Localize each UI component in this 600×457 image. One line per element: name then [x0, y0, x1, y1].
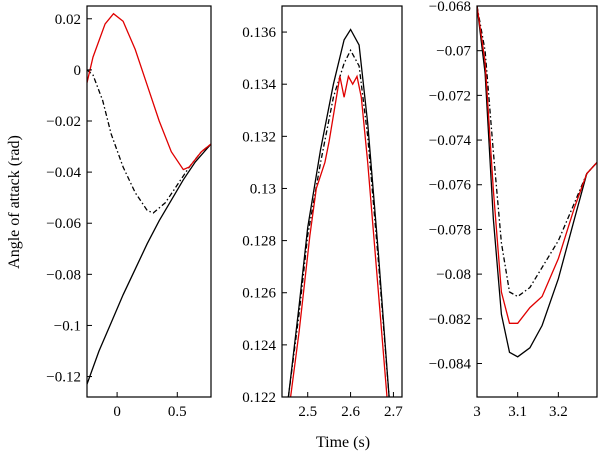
y-tick-label: −0.04 [46, 165, 81, 181]
y-tick-label: −0.02 [46, 114, 81, 130]
y-tick-label: 0.02 [55, 12, 81, 28]
x-tick-label: 0 [113, 404, 121, 420]
y-tick-label: 0.13 [250, 181, 276, 197]
series-line-3 [289, 74, 388, 397]
y-tick-label: −0.078 [429, 222, 471, 238]
y-tick-label: −0.074 [429, 133, 472, 149]
y-tick-label: 0.126 [242, 286, 276, 302]
x-tick-label: 3.2 [549, 404, 568, 420]
x-tick-label: 2.5 [298, 404, 317, 420]
series-line-2 [287, 48, 390, 397]
y-tick-label: 0.122 [242, 390, 276, 406]
series-line-1 [287, 28, 390, 397]
x-tick-label: 3.1 [508, 404, 527, 420]
y-tick-label: 0.128 [242, 234, 276, 250]
x-tick-label: 0.5 [168, 404, 187, 420]
y-tick-label: −0.1 [54, 318, 81, 334]
y-tick-label: −0.08 [46, 267, 81, 283]
y-tick-label: −0.084 [429, 356, 472, 372]
plot-frame [476, 5, 598, 398]
y-tick-label: −0.06 [46, 216, 81, 232]
y-tick-label: −0.08 [436, 267, 471, 283]
series-line-3 [87, 12, 211, 171]
panel-left: 0.02 0 −0.02 −0.04 −0.06 −0.08 −0.1 −0.12 0 0.5 [46, 5, 212, 420]
y-tick-label: 0.132 [242, 129, 276, 145]
x-tick-label: 2.6 [341, 404, 360, 420]
plot-frame [86, 5, 212, 398]
series-line-3 [477, 6, 597, 324]
series-line-1 [87, 143, 211, 385]
series-line-1 [477, 6, 597, 358]
panel-right: −0.068 −0.07 −0.072 −0.074 −0.076 −0.078 −0.08… [429, 0, 598, 420]
y-tick-label: 0 [74, 63, 82, 79]
y-tick-label: 0.124 [242, 338, 276, 354]
y-tick-label: −0.082 [429, 312, 471, 328]
y-tick-label: 0.136 [242, 25, 276, 41]
y-tick-label: −0.068 [429, 0, 471, 15]
y-tick-label: −0.072 [429, 88, 471, 104]
x-axis-label: Time (s) [316, 434, 370, 451]
y-tick-label: 0.134 [242, 77, 276, 93]
x-tick-label: 2.7 [384, 404, 403, 420]
series-line-2 [477, 6, 597, 298]
x-tick-label: 3 [473, 404, 481, 420]
panel-middle: 0.136 0.134 0.132 0.13 0.128 0.126 0.124 0.122 2… [242, 5, 403, 420]
y-axis-label: Angle of attack (rad) [6, 135, 23, 269]
y-tick-label: −0.076 [429, 178, 472, 194]
plot-frame [281, 5, 403, 398]
y-tick-label: −0.07 [436, 44, 471, 60]
y-tick-label: −0.12 [46, 370, 81, 386]
